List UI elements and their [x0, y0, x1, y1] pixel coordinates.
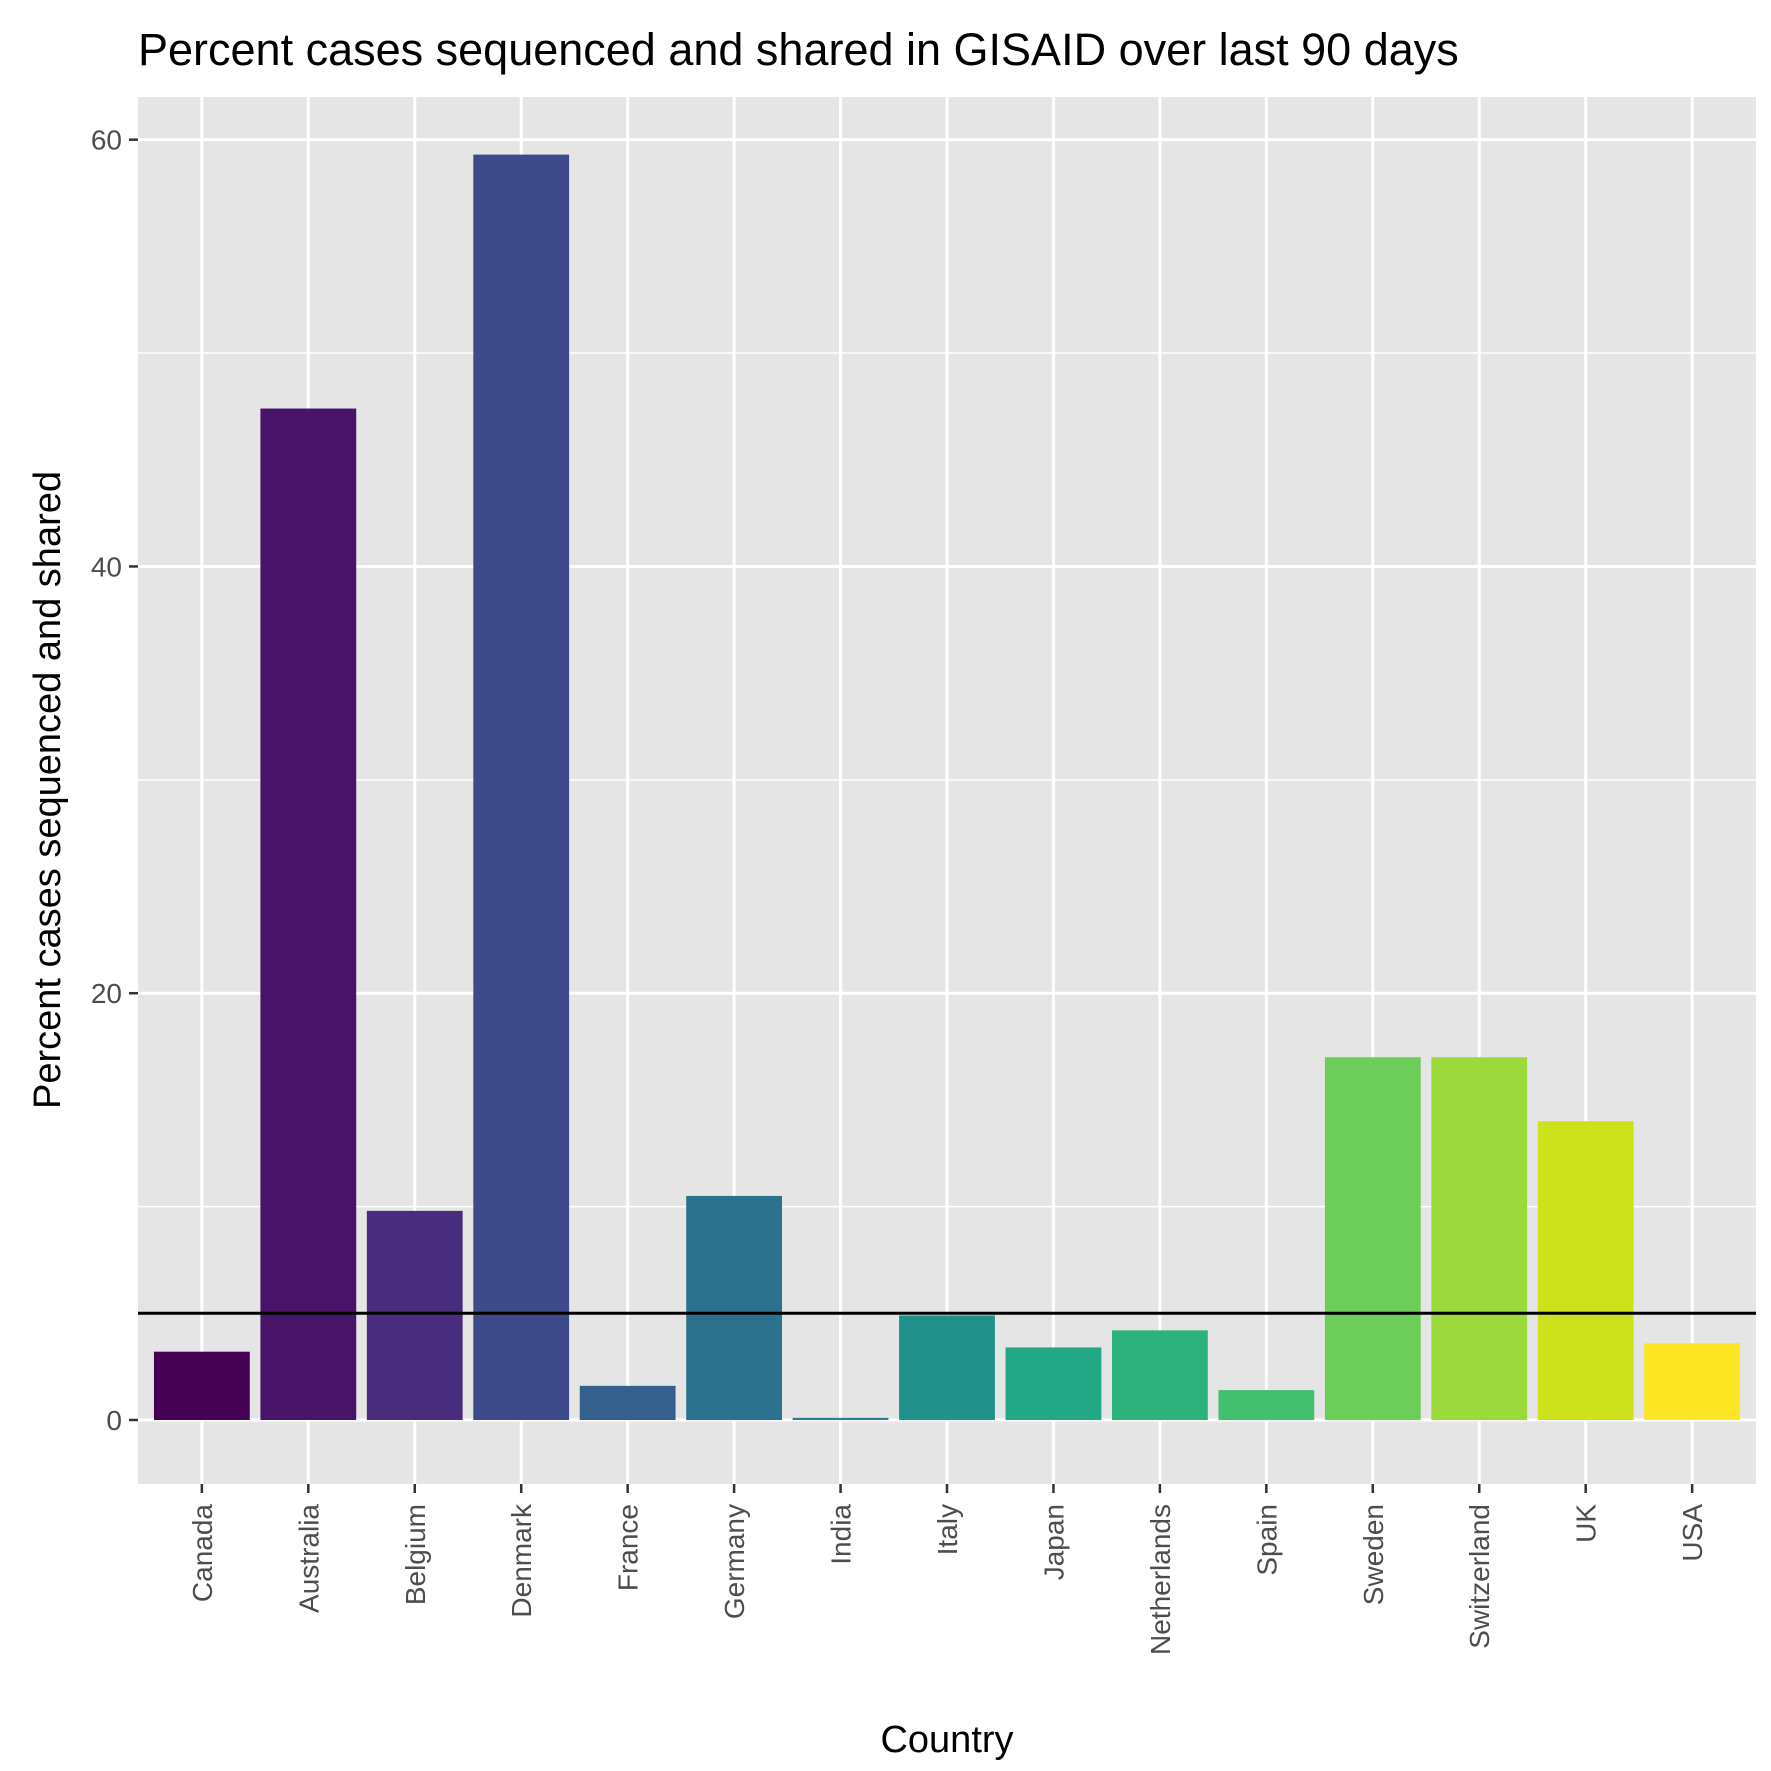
x-tick-label: USA	[1677, 1504, 1708, 1562]
y-tick-label: 60	[91, 125, 122, 156]
y-axis-title: Percent cases sequenced and shared	[27, 471, 69, 1109]
y-tick-label: 20	[91, 978, 122, 1009]
bar-australia	[260, 408, 357, 1420]
bar-netherlands	[1111, 1330, 1208, 1420]
x-tick-label: India	[826, 1504, 857, 1565]
bar-india	[792, 1417, 889, 1420]
bar-denmark	[473, 154, 570, 1420]
bar-canada	[153, 1351, 250, 1420]
x-tick-label: UK	[1571, 1504, 1602, 1543]
bar-usa	[1644, 1343, 1741, 1420]
x-tick-label: Canada	[187, 1504, 218, 1603]
x-tick-label: Italy	[932, 1504, 963, 1555]
x-tick-label: Germany	[719, 1504, 750, 1619]
x-tick-label: France	[613, 1504, 644, 1591]
bar-layer	[153, 154, 1741, 1420]
bar-switzerland	[1431, 1057, 1528, 1420]
x-tick-label: Belgium	[400, 1504, 431, 1605]
x-tick-label: Japan	[1038, 1504, 1069, 1580]
y-tick-label: 40	[91, 551, 122, 582]
bar-uk	[1537, 1121, 1634, 1420]
x-tick-label: Spain	[1251, 1504, 1282, 1576]
x-tick-label: Denmark	[506, 1503, 537, 1618]
chart-title: Percent cases sequenced and shared in GI…	[138, 24, 1459, 75]
y-axis: 0 20 40 60	[91, 125, 138, 1436]
x-tick-label: Netherlands	[1145, 1504, 1176, 1655]
bar-france	[579, 1385, 676, 1420]
bar-spain	[1218, 1390, 1315, 1420]
bar-sweden	[1324, 1057, 1421, 1420]
bar-belgium	[366, 1210, 463, 1420]
bar-germany	[686, 1195, 783, 1420]
x-tick-label: Switzerland	[1464, 1504, 1495, 1649]
x-tick-label: Sweden	[1358, 1504, 1389, 1605]
bar-japan	[1005, 1347, 1102, 1420]
y-tick-label: 0	[106, 1405, 122, 1436]
x-tick-label: Australia	[293, 1504, 324, 1613]
bar-italy	[899, 1315, 995, 1420]
x-axis-title: Country	[880, 1719, 1013, 1761]
x-axis: Canada Australia Belgium Denmark France Germa…	[187, 1484, 1708, 1655]
